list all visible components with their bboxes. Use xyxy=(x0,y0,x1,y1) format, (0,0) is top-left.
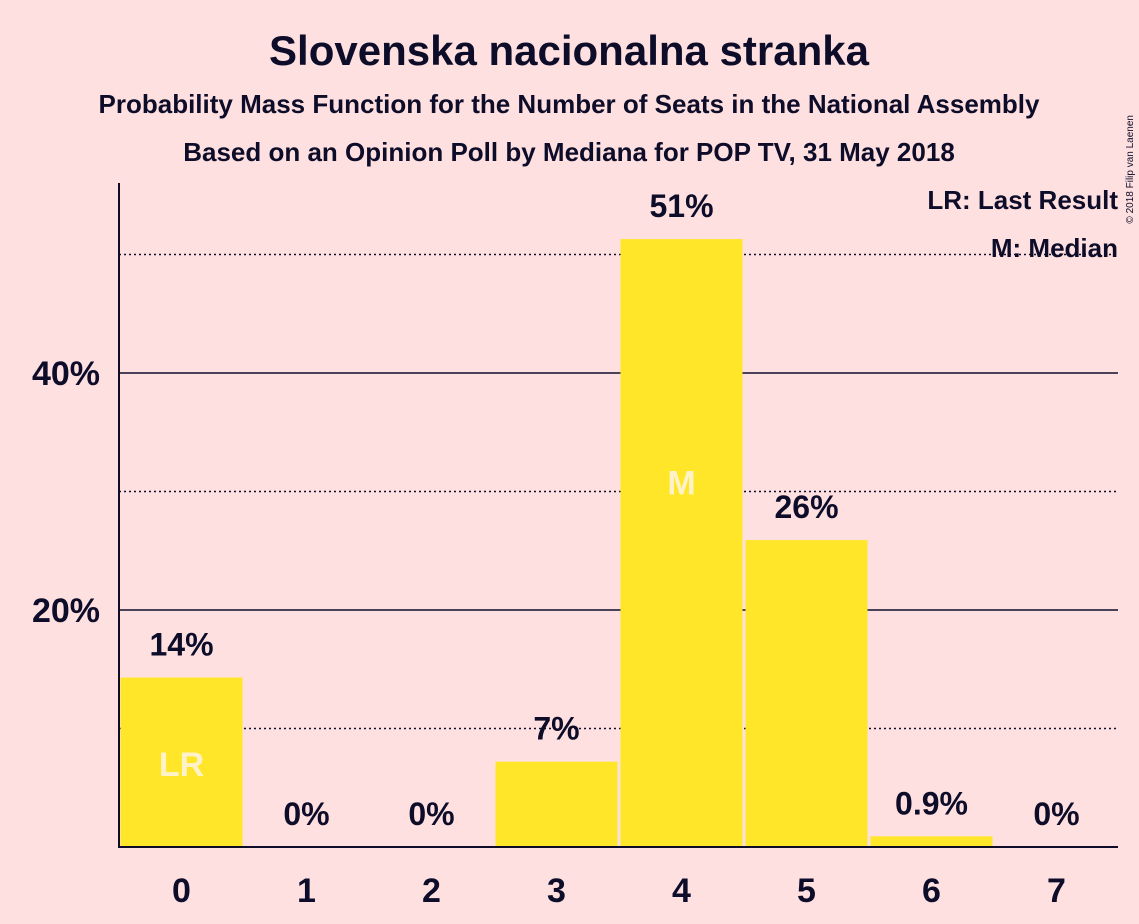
copyright-notice: © 2018 Filip van Laenen xyxy=(1125,115,1136,224)
bar-value-label: 0.9% xyxy=(895,785,968,821)
legend-median: M: Median xyxy=(991,233,1118,263)
y-tick-label: 40% xyxy=(32,355,100,393)
bar-labels: 14% LR 0% 0% 7% 51% M 26% 0.9% 0% xyxy=(149,188,1079,832)
bar-value-label: 7% xyxy=(533,711,579,747)
bar-value-label: 0% xyxy=(283,796,329,832)
x-tick-label: 7 xyxy=(1047,872,1066,910)
bar-marker-label: M xyxy=(667,464,695,502)
bar xyxy=(495,761,618,847)
gridlines xyxy=(119,253,1118,730)
x-tick-label: 6 xyxy=(922,872,941,910)
bar xyxy=(745,540,868,847)
bars xyxy=(120,239,993,848)
y-tick-label: 20% xyxy=(32,592,100,630)
x-tick-label: 2 xyxy=(422,872,441,910)
bar xyxy=(620,239,743,848)
chart-subtitle-1: Probability Mass Function for the Number… xyxy=(99,89,1041,119)
bar-value-label: 0% xyxy=(1033,796,1079,832)
chart-title: Slovenska nacionalna stranka xyxy=(269,27,870,74)
x-tick-label: 1 xyxy=(297,872,316,910)
bar-value-label: 14% xyxy=(149,627,213,663)
chart-subtitle-2: Based on an Opinion Poll by Mediana for … xyxy=(183,137,955,167)
x-tick-label: 4 xyxy=(672,872,691,910)
x-tick-label: 0 xyxy=(172,872,191,910)
bar xyxy=(870,836,993,847)
bar-value-label: 0% xyxy=(408,796,454,832)
bar xyxy=(120,677,243,847)
x-tick-label: 3 xyxy=(547,872,566,910)
bar-value-label: 51% xyxy=(649,188,713,224)
axes: 20% 40% 0 1 2 3 4 5 6 7 xyxy=(32,183,1118,910)
bar-value-label: 26% xyxy=(774,489,838,525)
legend-last-result: LR: Last Result xyxy=(927,185,1118,215)
bar-marker-label: LR xyxy=(159,746,204,784)
x-tick-label: 5 xyxy=(797,872,816,910)
